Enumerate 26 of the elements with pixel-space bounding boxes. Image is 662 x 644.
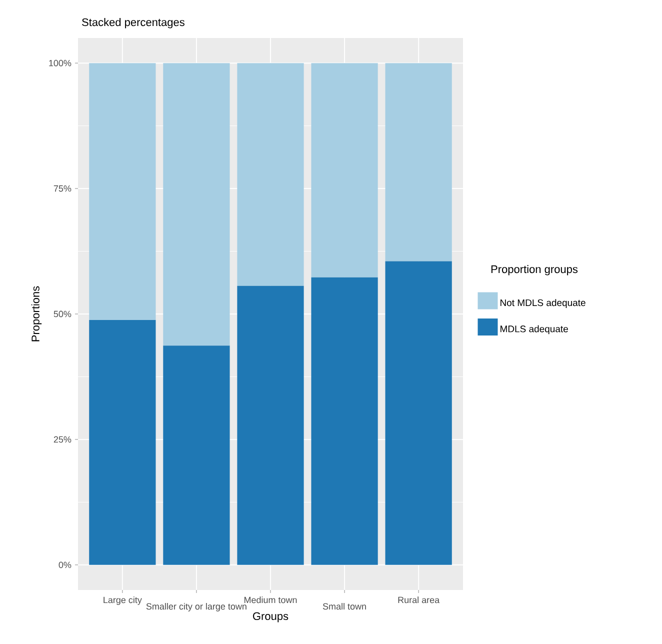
y-axis-title: Proportions <box>31 286 42 342</box>
x-tick-label: Small town <box>322 602 366 610</box>
legend-label: MDLS adequate <box>500 325 568 334</box>
bar <box>385 63 452 262</box>
bar <box>385 261 452 565</box>
x-axis-title: Groups <box>253 612 288 622</box>
y-tick-label: 25% <box>54 436 72 443</box>
x-tick-label: Medium town <box>244 596 297 604</box>
chart-title: Stacked percentages <box>82 18 184 28</box>
bar <box>89 63 156 320</box>
x-tick-label: Smaller city or large town <box>146 602 246 612</box>
legend-title: Proportion groups <box>491 265 578 276</box>
y-tick-label: 100% <box>49 60 72 66</box>
x-tick-label: Rural area <box>398 596 440 604</box>
bar <box>163 63 230 346</box>
bar <box>163 346 230 565</box>
bar <box>311 63 378 278</box>
y-tick-label: 0% <box>58 562 72 568</box>
bar <box>89 320 156 565</box>
bar <box>311 277 378 565</box>
y-tick-label: 75% <box>54 185 72 192</box>
bar <box>237 63 304 286</box>
x-tick-label: Large city <box>104 596 142 605</box>
y-tick-label: 50% <box>54 310 72 318</box>
bar <box>237 286 304 565</box>
legend-label: Not MDLS adequate <box>500 299 586 308</box>
